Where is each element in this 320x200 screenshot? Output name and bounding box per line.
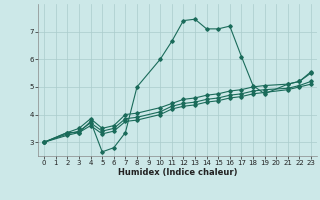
X-axis label: Humidex (Indice chaleur): Humidex (Indice chaleur) <box>118 168 237 177</box>
